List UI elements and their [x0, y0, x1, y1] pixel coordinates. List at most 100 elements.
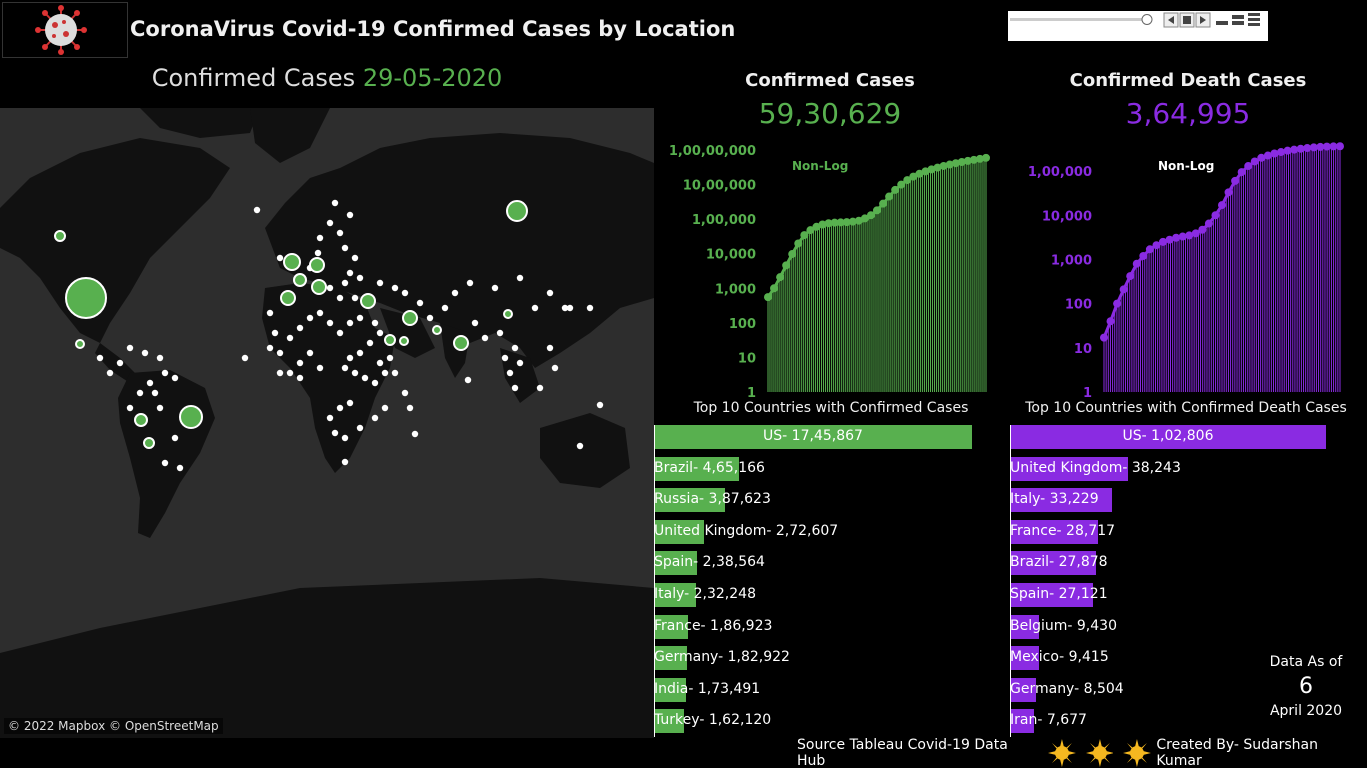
case-bubble[interactable] [371, 414, 379, 422]
bar-row[interactable]: France- 1,86,923 [654, 614, 1008, 639]
data-point[interactable] [776, 273, 785, 282]
data-point[interactable] [830, 218, 839, 227]
bar[interactable] [654, 583, 697, 607]
bar[interactable] [654, 709, 684, 734]
data-point[interactable] [1113, 299, 1122, 308]
case-bubble[interactable] [161, 459, 169, 467]
bar[interactable] [1010, 519, 1099, 544]
case-bubble[interactable] [326, 319, 334, 327]
case-bubble[interactable] [331, 429, 339, 437]
bar[interactable] [1010, 456, 1128, 481]
case-bubble[interactable] [296, 324, 304, 332]
bar-row[interactable]: Italy- 2,32,248 [654, 583, 1008, 607]
data-point[interactable] [1211, 211, 1220, 220]
world-map[interactable] [0, 108, 654, 738]
case-bubble[interactable] [536, 384, 544, 392]
case-bubble[interactable] [341, 364, 349, 372]
case-bubble[interactable] [351, 294, 359, 302]
case-bubble[interactable] [336, 294, 344, 302]
data-point[interactable] [1309, 143, 1318, 152]
case-bubble[interactable] [381, 369, 389, 377]
data-point[interactable] [1106, 317, 1115, 326]
case-bubble[interactable] [176, 464, 184, 472]
case-bubble[interactable] [271, 329, 279, 337]
data-point[interactable] [1336, 142, 1344, 151]
case-bubble[interactable] [376, 329, 384, 337]
case-bubble[interactable] [65, 277, 107, 319]
case-bubble[interactable] [141, 349, 149, 357]
data-point[interactable] [891, 185, 900, 194]
speed-fast-icon[interactable] [1248, 13, 1260, 26]
case-bubble[interactable] [356, 314, 364, 322]
case-bubble[interactable] [406, 404, 414, 412]
data-point[interactable] [1100, 333, 1108, 342]
case-bubble[interactable] [280, 290, 296, 306]
case-bubble[interactable] [316, 309, 324, 317]
case-bubble[interactable] [496, 329, 504, 337]
case-bubble[interactable] [316, 364, 324, 372]
bar[interactable] [654, 456, 739, 481]
data-point[interactable] [1126, 272, 1135, 281]
case-bubble[interactable] [384, 334, 396, 346]
data-point[interactable] [1224, 188, 1233, 197]
bar-row[interactable]: Germany- 1,82,922 [654, 646, 1008, 671]
bar-row[interactable]: Italy- 33,229 [1010, 488, 1362, 513]
case-bubble[interactable] [561, 304, 569, 312]
bar[interactable] [1010, 646, 1039, 671]
data-point[interactable] [879, 199, 888, 208]
case-bubble[interactable] [441, 304, 449, 312]
bar-row[interactable]: Iran- 7,677 [1010, 709, 1362, 734]
data-point[interactable] [836, 218, 845, 227]
data-point[interactable] [1139, 251, 1148, 260]
deaths-trend-chart[interactable]: 1 10 100 1,000 10,000 1,00,000 Non-Log [1000, 140, 1362, 398]
data-point[interactable] [1231, 176, 1240, 185]
case-bubble[interactable] [491, 284, 499, 292]
case-bubble[interactable] [516, 274, 524, 282]
data-point[interactable] [921, 167, 930, 176]
data-point[interactable] [915, 169, 924, 178]
case-bubble[interactable] [75, 339, 85, 349]
case-bubble[interactable] [361, 374, 369, 382]
case-bubble[interactable] [326, 219, 334, 227]
data-point[interactable] [1165, 235, 1174, 244]
data-point[interactable] [848, 217, 857, 226]
case-bubble[interactable] [596, 401, 604, 409]
case-bubble[interactable] [546, 344, 554, 352]
case-bubble[interactable] [296, 374, 304, 382]
case-bubble[interactable] [506, 200, 528, 222]
case-bubble[interactable] [283, 253, 301, 271]
case-bubble[interactable] [276, 369, 284, 377]
data-point[interactable] [957, 157, 966, 166]
top10-confirmed-chart[interactable]: US- 17,45,867 Brazil- 4,65,166 Russia- 3,8… [654, 425, 1008, 737]
speed-medium-icon[interactable] [1232, 15, 1244, 25]
bar[interactable] [654, 677, 686, 702]
bar-row[interactable]: Germany- 8,504 [1010, 677, 1362, 702]
data-point[interactable] [860, 214, 869, 223]
timeline-slider-handle[interactable] [1141, 14, 1153, 25]
case-bubble[interactable] [126, 344, 134, 352]
case-bubble[interactable] [341, 434, 349, 442]
data-point[interactable] [945, 160, 954, 169]
step-back-icon[interactable] [1163, 12, 1179, 28]
bar-row[interactable]: Brazil- 4,65,166 [654, 456, 1008, 481]
case-bubble[interactable] [241, 354, 249, 362]
data-point[interactable] [824, 219, 833, 228]
bar[interactable] [654, 646, 688, 671]
data-point[interactable] [897, 180, 906, 189]
case-bubble[interactable] [351, 254, 359, 262]
case-bubble[interactable] [471, 319, 479, 327]
bar-row[interactable]: US- 1,02,806 [1010, 425, 1362, 449]
case-bubble[interactable] [151, 389, 159, 397]
case-bubble[interactable] [416, 299, 424, 307]
case-bubble[interactable] [156, 404, 164, 412]
bar-row[interactable]: Spain- 2,38,564 [654, 551, 1008, 576]
case-bubble[interactable] [546, 289, 554, 297]
case-bubble[interactable] [179, 405, 203, 429]
case-bubble[interactable] [516, 359, 524, 367]
case-bubble[interactable] [511, 344, 519, 352]
case-bubble[interactable] [426, 314, 434, 322]
bar-row[interactable]: United Kingdom- 38,243 [1010, 456, 1362, 481]
case-bubble[interactable] [464, 376, 472, 384]
case-bubble[interactable] [341, 458, 349, 466]
data-point[interactable] [1191, 229, 1200, 238]
